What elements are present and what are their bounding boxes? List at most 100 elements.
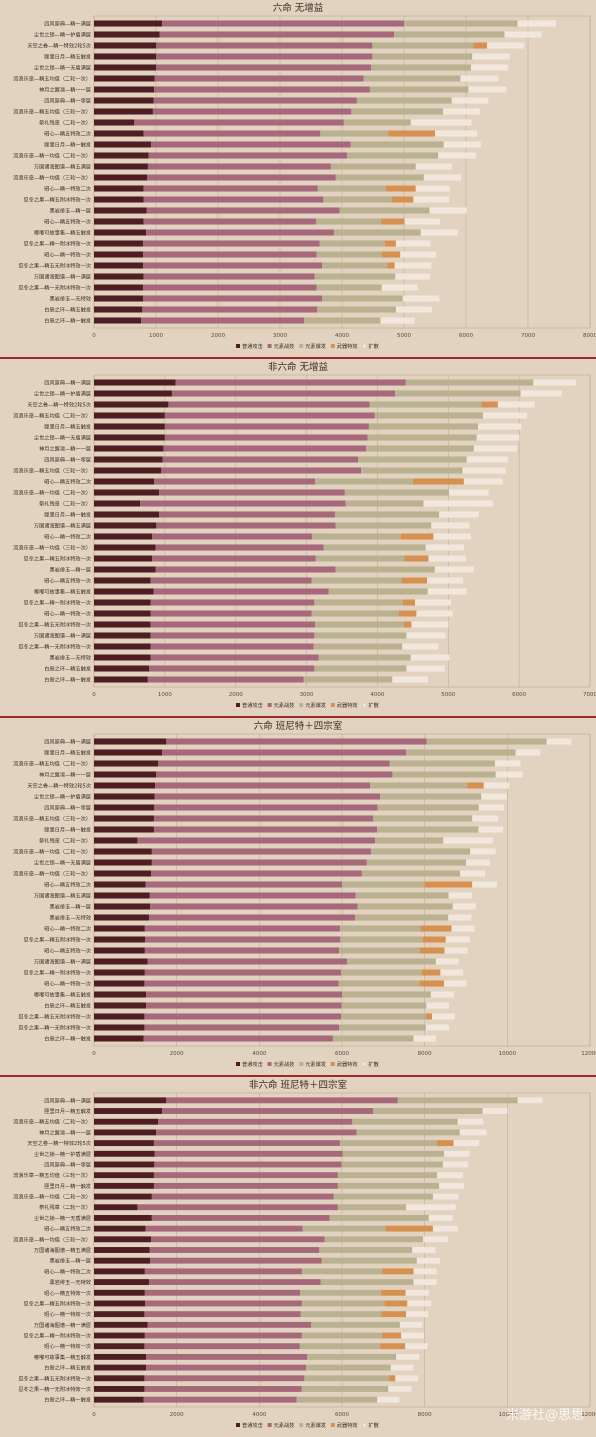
category-label: 忍冬之果—精一无附冰特效一次 bbox=[18, 1385, 91, 1393]
chart-panel-3: 六命 班尼特＋四宗室 0 2000 4000 6000 8000 10000 12000 四风原… bbox=[0, 718, 596, 1074]
bar-segment bbox=[296, 1396, 378, 1403]
bar-segment bbox=[94, 412, 165, 419]
bar-segment bbox=[94, 749, 163, 756]
category-label: 尘世之锁—精一无盾满层 bbox=[34, 64, 91, 72]
bar-segment bbox=[144, 1268, 302, 1275]
bar-segment bbox=[402, 295, 440, 302]
category-label: 匣里日月—精五触发 bbox=[44, 423, 91, 431]
bar-segment bbox=[312, 533, 401, 540]
bar-segment bbox=[153, 97, 357, 104]
bar-segment bbox=[333, 229, 421, 236]
bar-segment bbox=[142, 262, 323, 269]
chart-title: 六命 无增益 bbox=[273, 2, 324, 14]
bar-segment bbox=[443, 108, 480, 115]
bar-segment bbox=[155, 544, 324, 551]
bar-segment bbox=[143, 1396, 297, 1403]
bar-segment bbox=[380, 1343, 406, 1350]
bar-segment bbox=[150, 632, 315, 639]
bar-segment bbox=[421, 969, 441, 976]
category-label: 昭心—精一特效一次 bbox=[44, 251, 91, 259]
x-tick-label: 6000 bbox=[335, 1412, 349, 1418]
bar-segment bbox=[329, 1214, 429, 1221]
bar-segment bbox=[400, 533, 434, 540]
bar-segment bbox=[94, 64, 156, 71]
bar-segment bbox=[94, 969, 145, 976]
category-label: 白辰之环—精一触发 bbox=[44, 676, 91, 684]
bar-segment bbox=[389, 1375, 396, 1382]
bar-segment bbox=[316, 251, 382, 258]
bar-segment bbox=[137, 837, 376, 844]
category-label: 万国诸海图谱—精五满层 bbox=[34, 1246, 91, 1254]
bar-segment bbox=[402, 643, 439, 650]
bar-segment bbox=[149, 665, 315, 672]
legend-label: 普通攻击 bbox=[242, 701, 263, 709]
x-tick-label: 10000 bbox=[499, 1051, 517, 1057]
bar-segment bbox=[515, 749, 541, 756]
bar-segment bbox=[94, 980, 145, 987]
bar-segment bbox=[322, 295, 403, 302]
bar-segment bbox=[94, 130, 144, 137]
category-label: 昭心—精一特效二次 bbox=[44, 925, 91, 933]
bar-segment bbox=[380, 793, 482, 800]
bar-segment bbox=[412, 1247, 436, 1253]
bar-segment bbox=[320, 1279, 414, 1286]
bar-segment bbox=[337, 1204, 407, 1211]
bar-segment bbox=[159, 31, 395, 38]
bar-segment bbox=[428, 555, 466, 562]
category-label: 黑岩绯玉—无特效 bbox=[49, 914, 91, 922]
bar-segment bbox=[366, 445, 474, 452]
legend-label: 武器特效 bbox=[337, 342, 359, 350]
bar-segment bbox=[146, 1353, 308, 1360]
category-label: 流浪乐章—精五均值（三轮一次） bbox=[13, 467, 91, 475]
category-label: 万国诸海图谱—精五满层 bbox=[34, 892, 91, 900]
bar-segment bbox=[328, 588, 428, 595]
bar-segment bbox=[155, 782, 371, 789]
x-tick-label: 3000 bbox=[300, 692, 314, 698]
x-tick-label: 5000 bbox=[397, 333, 411, 339]
bar-segment bbox=[463, 478, 503, 485]
legend-label: 元素爆发 bbox=[305, 1060, 326, 1068]
bar-segment bbox=[151, 1214, 330, 1221]
bar-segment bbox=[323, 196, 392, 203]
bar-segment bbox=[406, 632, 446, 639]
bar-segment bbox=[94, 31, 160, 38]
category-label: 天空之卷—精一特效2轮5次 bbox=[27, 782, 91, 790]
bar-segment bbox=[94, 577, 151, 584]
legend-swatch bbox=[299, 1062, 304, 1066]
bar-segment bbox=[429, 207, 467, 214]
category-label: 万国诸海图谱—精一满层 bbox=[34, 958, 91, 966]
bar-segment bbox=[317, 306, 396, 313]
bar-segment bbox=[94, 284, 143, 291]
bar-segment bbox=[94, 676, 148, 683]
bar-segment bbox=[94, 804, 155, 811]
bar-segment bbox=[94, 445, 164, 452]
bar-segment bbox=[94, 1035, 144, 1042]
bar-segment bbox=[343, 119, 411, 126]
bar-segment bbox=[164, 412, 375, 419]
bar-segment bbox=[153, 1172, 338, 1179]
bar-segment bbox=[367, 434, 477, 441]
x-tick-label: 2000 bbox=[229, 692, 243, 698]
bar-segment bbox=[301, 1268, 383, 1275]
bar-segment bbox=[435, 130, 478, 137]
watermark-text: 米游社@思思 bbox=[505, 1408, 584, 1423]
bar-segment bbox=[150, 903, 358, 910]
chart-svg: 六命 班尼特＋四宗室 0 2000 4000 6000 8000 10000 12000 四风原… bbox=[13, 720, 596, 1068]
bar-segment bbox=[335, 522, 432, 529]
bar-segment bbox=[334, 511, 440, 518]
bar-segment bbox=[420, 925, 452, 932]
x-tick-label: 2000 bbox=[170, 1051, 184, 1057]
bar-segment bbox=[94, 1386, 145, 1392]
category-label: 匣里日月—精一触发 bbox=[44, 1182, 91, 1190]
category-label: 匣里日月—精五触发 bbox=[44, 53, 91, 61]
bar-segment bbox=[370, 848, 471, 855]
bar-segment bbox=[163, 445, 367, 452]
bar-segment bbox=[94, 75, 155, 82]
legend-swatch bbox=[362, 343, 367, 349]
x-tick-label: 6000 bbox=[335, 1051, 349, 1057]
category-label: 忍冬之果—精五附冰特效一次 bbox=[24, 1299, 91, 1307]
category-label: 忍冬之果—精五无附冰特效一次 bbox=[18, 1374, 91, 1382]
legend-label: 武器特效 bbox=[337, 1421, 359, 1429]
bar-segment bbox=[394, 31, 505, 38]
bar-segment bbox=[404, 555, 429, 562]
